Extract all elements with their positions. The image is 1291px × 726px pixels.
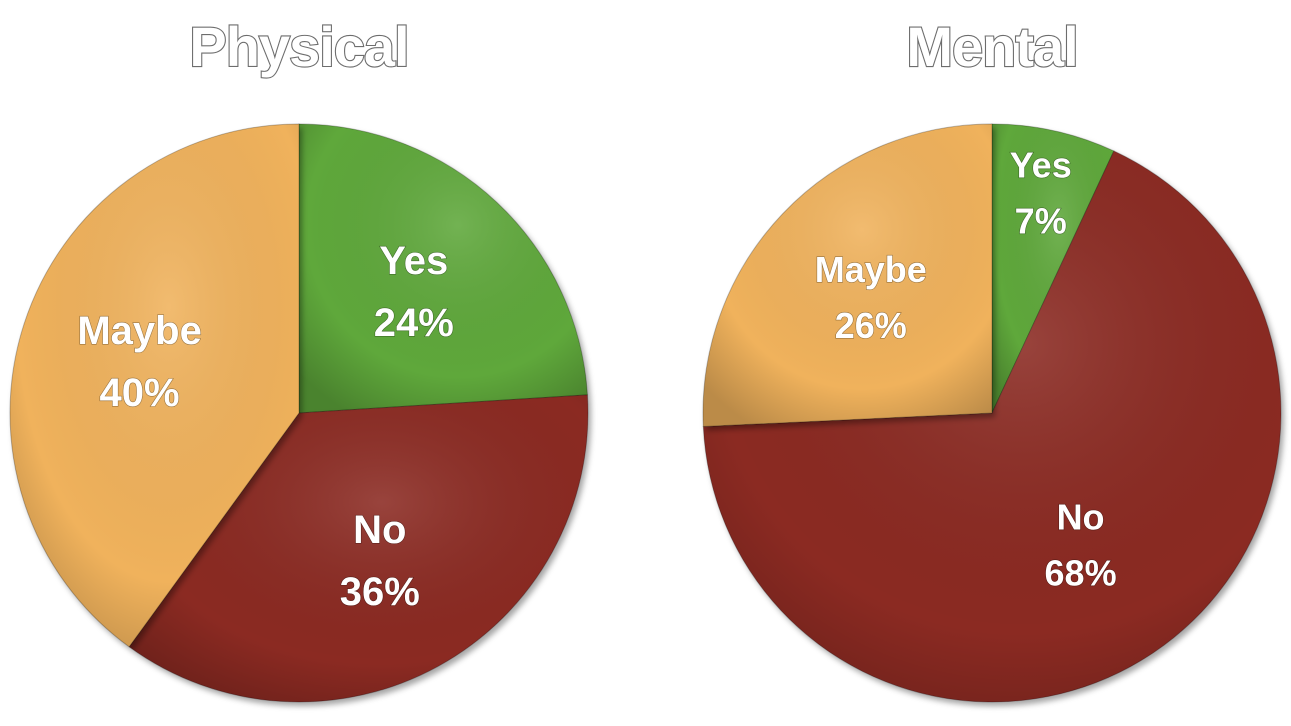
chart-physical: Physical Yes 24% No 36% Maybe 40%: [9, 14, 589, 703]
pie-physical: Yes 24% No 36% Maybe 40%: [9, 123, 589, 703]
slice-label-yes: Yes: [1010, 145, 1072, 186]
slice-value-no: 36%: [340, 570, 420, 614]
pie-slice-shading: [299, 124, 588, 413]
slice-value-no: 68%: [1045, 553, 1117, 594]
chart-title-physical: Physical: [189, 15, 408, 78]
pie-slice-shading: [703, 124, 992, 427]
slice-value-yes: 7%: [1015, 201, 1067, 242]
slice-value-maybe: 26%: [835, 305, 907, 346]
pie-slice-shading: [9, 124, 299, 647]
pie-mental: Yes 7% No 68% Maybe 26%: [702, 123, 1282, 703]
pie-slice-shading: [129, 394, 588, 702]
chart-mental: Mental Yes 7% No 68% Maybe 26%: [702, 14, 1282, 703]
slice-label-no: No: [1057, 497, 1105, 538]
slice-label-no: No: [353, 508, 406, 552]
slice-value-yes: 24%: [374, 301, 454, 345]
pie-slice-shading: [992, 124, 1114, 413]
chart-title-mental: Mental: [906, 15, 1077, 78]
pie-slice-shading: [703, 150, 1281, 702]
slice-label-yes: Yes: [379, 239, 448, 283]
slice-label-maybe: Maybe: [77, 309, 202, 353]
slice-label-maybe: Maybe: [815, 249, 927, 290]
slice-value-maybe: 40%: [100, 371, 180, 415]
